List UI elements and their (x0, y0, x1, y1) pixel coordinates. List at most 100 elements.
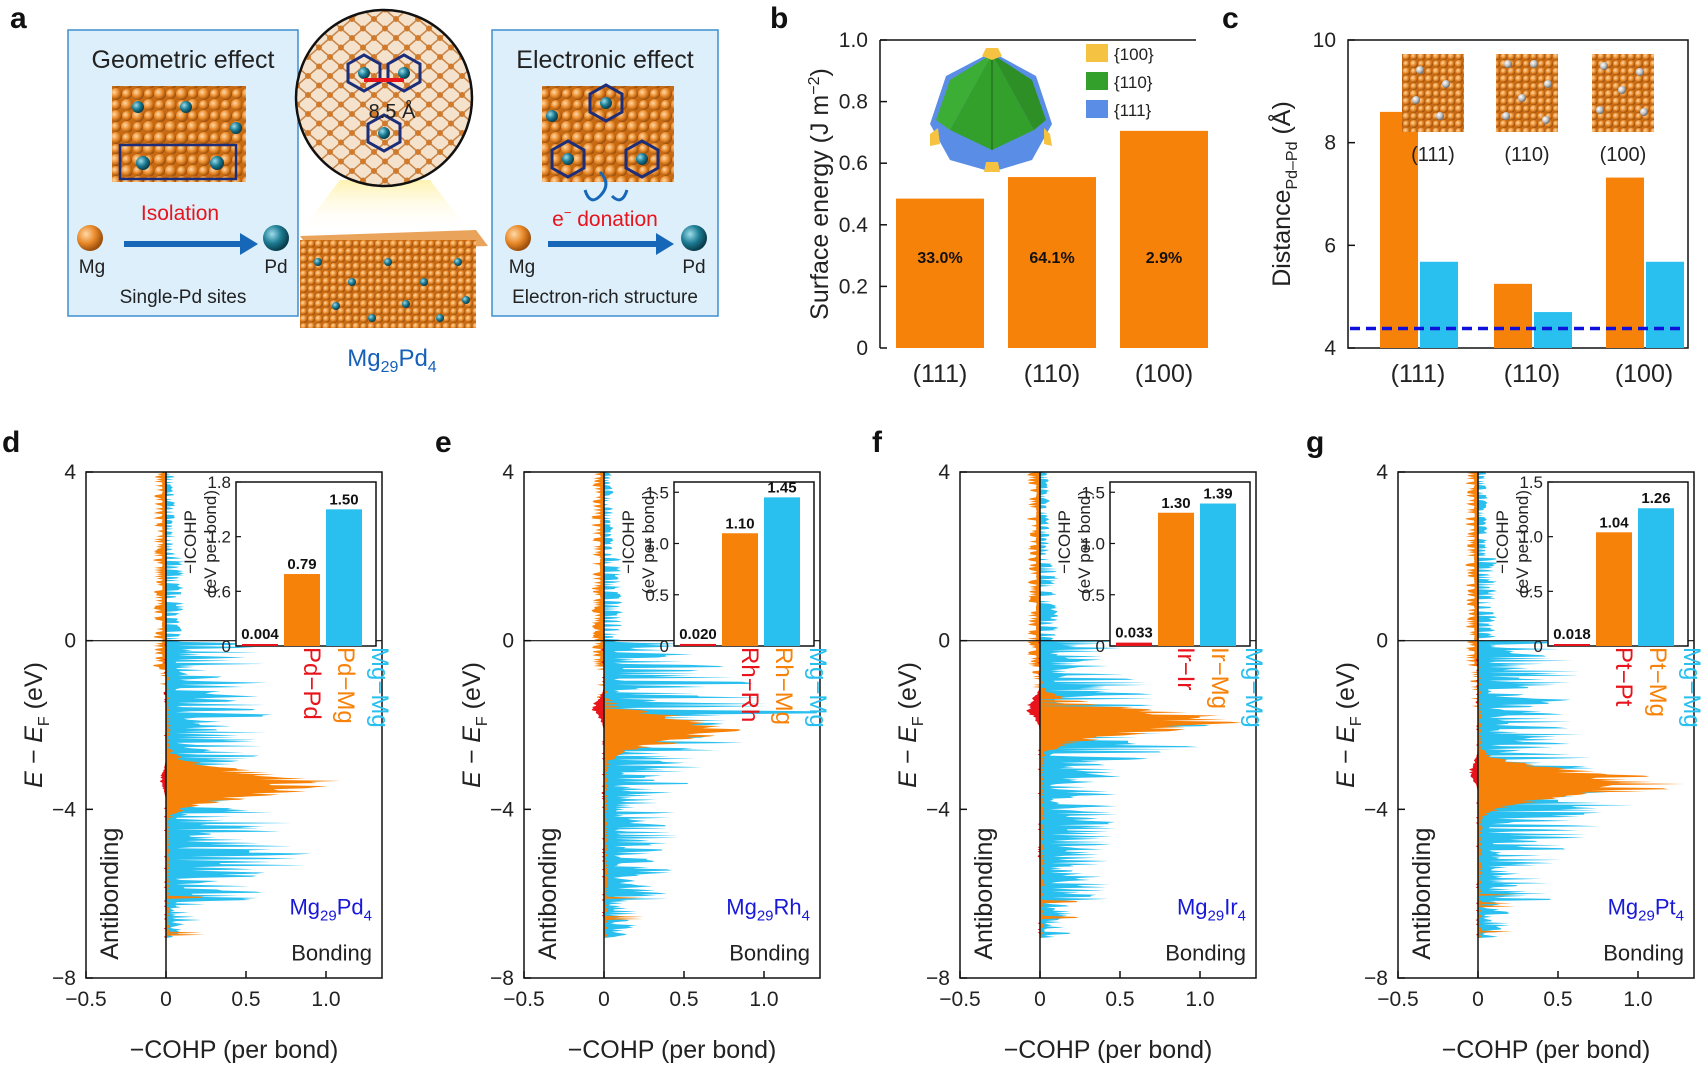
panel-c-bar (1606, 177, 1644, 348)
cohp-xtick-label: 0.5 (231, 988, 260, 1011)
panel-b-xtick-label: (111) (913, 360, 968, 388)
icohp-ytick-label: 1.8 (207, 473, 231, 492)
icohp-bar-label: 1.10 (725, 515, 754, 532)
panel-c-ytick-label: 10 (1313, 29, 1336, 52)
icohp-inset: 0 0.5 1.0 1.5 0.033 1.30 1.39 −ICOHP(eV per bon… (1055, 481, 1251, 656)
panel-b-bar-label: 64.1% (1029, 250, 1074, 267)
cohp-ytick-label: 4 (1376, 461, 1388, 484)
cohp-xtick-label: −0.5 (1377, 988, 1418, 1011)
system-sub-29: 29 (320, 907, 337, 924)
panel-b-ylabel-sup: −2 (806, 76, 823, 94)
legend-label-110: {110} (1114, 73, 1153, 92)
system-element: Pd (337, 894, 364, 919)
system-sub-29: 29 (1208, 907, 1225, 924)
series-label: Ir−Ir (1172, 647, 1199, 690)
icohp-ytick-label: 0 (222, 637, 231, 656)
cohp-xtick-label: 0.5 (1543, 988, 1572, 1011)
cohp-xlabel: −COHP (per bond) (130, 1036, 339, 1064)
panel-c-ylabel-sub: Pd–Pd (1284, 141, 1301, 189)
series-label: Pd−Mg (332, 647, 359, 724)
cohp-ylabel-sub: F (910, 716, 927, 726)
panel-b-xtick-label: (100) (1135, 360, 1193, 388)
system-sub-29: 29 (1638, 907, 1655, 924)
icohp-ytick-label: 0.5 (1519, 582, 1543, 601)
geometric-effect-title: Geometric effect (92, 46, 275, 74)
panel-b-ytick-label: 0.2 (839, 275, 868, 298)
panel-c-xtick-label: (100) (1615, 360, 1673, 388)
cohp-xtick-label: 0.5 (669, 988, 698, 1011)
zoom-circle (294, 8, 474, 188)
panel-b-ytick-label: 0.6 (839, 152, 868, 175)
bulk-slab-image (300, 230, 488, 328)
polyhedron-inset (930, 48, 1052, 172)
pd-atom-right (681, 225, 707, 251)
cohp-ylabel: E − EF (eV) (20, 662, 53, 788)
antibonding-label: Antibonding (970, 828, 998, 960)
cohp-area-red (591, 472, 604, 938)
system-sub-4: 4 (802, 907, 810, 924)
panel-c-bar (1420, 261, 1458, 348)
system-mg: Mg (289, 894, 320, 919)
panel-c-inset-label-110: (110) (1504, 144, 1549, 166)
icohp-bar-label: 0.020 (679, 626, 717, 643)
electron-rich-label: Electron-rich structure (512, 287, 698, 308)
panel-c-inset-111 (1402, 54, 1464, 132)
bonding-label: Bonding (291, 941, 372, 966)
cohp-ylabel-sub: F (474, 716, 491, 726)
series-label: Pt−Mg (1644, 647, 1671, 717)
panel-label-d: d (2, 426, 20, 459)
cohp-xtick-label: 0.5 (1105, 988, 1134, 1011)
series-label: Mg−Mg (1240, 647, 1267, 728)
icohp-ytick-label: 0 (1096, 637, 1105, 656)
legend-swatch-100 (1086, 44, 1108, 62)
pd-label-left: Pd (264, 257, 287, 278)
cohp-frame (85, 471, 383, 979)
icohp-bar-label: 1.45 (767, 479, 796, 496)
isolation-label: Isolation (141, 202, 219, 225)
formula-mg: Mg (347, 345, 380, 372)
icohp-ytick-label: 1.5 (1519, 473, 1543, 492)
panel-b-ytick-label: 1.0 (839, 29, 868, 52)
panel-c-ylabel-end: (Å) (1266, 101, 1296, 141)
cohp-ylabel-main: E − E (458, 726, 486, 788)
panel-b-ytick-label: 0 (856, 337, 868, 360)
formula-pd: Pd (398, 345, 427, 372)
cohp-xtick-label: 0 (598, 988, 610, 1011)
panel-c-bars: (111) (110) (100) (1380, 111, 1684, 388)
mg-label-left: Mg (79, 257, 105, 278)
icohp-bar (680, 643, 716, 646)
icohp-ylabel-line1: −ICOHP (181, 510, 200, 574)
cohp-xtick-label: 1.0 (749, 988, 778, 1011)
cohp-ylabel-unit: (eV) (20, 662, 48, 716)
icohp-bar (326, 509, 362, 646)
cohp-ytick-label: 4 (502, 461, 514, 484)
system-label: Mg29Ir4 (1177, 894, 1246, 924)
series-label: Mg−Mg (366, 647, 393, 728)
panel-c-ytick-label: 6 (1324, 234, 1336, 257)
series-label: Pd−Pd (298, 647, 325, 720)
mg-atom-right (505, 225, 531, 251)
legend-swatch-111 (1086, 100, 1108, 118)
cohp-area-cyan (1472, 472, 1634, 938)
icohp-inset: 0 0.5 1.0 1.5 0.020 1.10 1.45 −ICOHP(eV per bon… (619, 479, 815, 656)
panel-b-ylabel: Surface energy (J m−2) (806, 68, 834, 320)
bonding-label: Bonding (729, 941, 810, 966)
donation-text: donation (571, 208, 657, 231)
cohp-ylabel-sub: F (36, 716, 53, 726)
cohp-panel-f: −0.5 0 0.5 1.0 −8 −4 0 4 −COHP (per bond) E − EF … (894, 461, 1267, 1064)
cohp-area-orange (591, 472, 741, 938)
panel-label-f: f (872, 426, 883, 459)
cohp-ytick-label: −4 (926, 798, 950, 821)
system-element: Pt (1655, 894, 1676, 919)
panel-b-bar (896, 198, 984, 348)
series-label: Mg−Mg (1678, 647, 1705, 728)
cohp-ytick-label: 0 (502, 630, 514, 653)
geometric-slab-image (112, 86, 246, 182)
cohp-ytick-label: −8 (926, 967, 950, 990)
icohp-bar-label: 1.50 (329, 491, 358, 508)
cohp-xtick-label: 0 (1472, 988, 1484, 1011)
legend-label-100: {100} (1114, 45, 1154, 64)
antibonding-label: Antibonding (96, 828, 124, 960)
series-label: Pt−Pt (1610, 647, 1637, 707)
